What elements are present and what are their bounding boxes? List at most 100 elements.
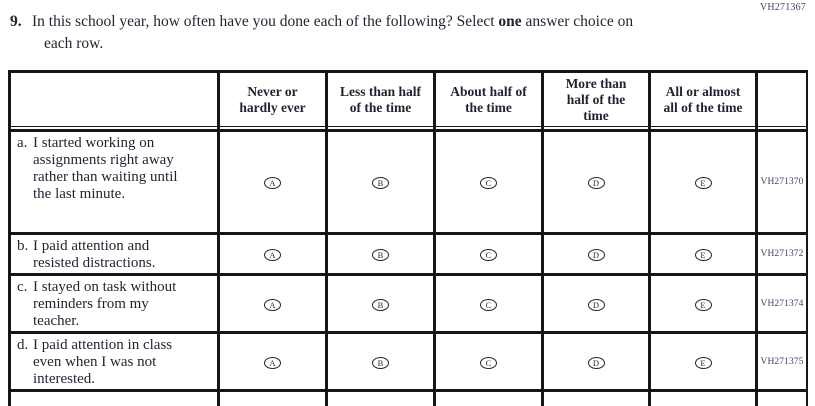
answer-bubble-a[interactable]: A xyxy=(264,356,281,369)
bubble-letter: A xyxy=(269,299,276,310)
column-header-4: All or almost all of the time xyxy=(648,70,758,127)
answer-cell: B xyxy=(325,331,436,392)
clipped-cell xyxy=(325,389,436,406)
column-header-1: Less than half of the time xyxy=(325,70,436,127)
bubble-letter: B xyxy=(377,250,384,260)
answer-bubble-d[interactable]: D xyxy=(587,356,605,369)
question-number: 9. xyxy=(10,13,22,30)
row-code: VH271370 xyxy=(755,129,808,235)
answer-bubble-d[interactable]: D xyxy=(587,177,605,189)
bubble-letter: D xyxy=(592,299,600,310)
table-row-clipped xyxy=(8,389,808,406)
divider-cell xyxy=(648,126,758,132)
answer-cell: D xyxy=(541,129,651,235)
answer-cell: C xyxy=(433,232,544,276)
answer-bubble-c[interactable]: C xyxy=(480,177,497,189)
bubble-letter: B xyxy=(377,178,384,188)
table-row-b: b. I paid attention and resisted distrac… xyxy=(8,232,808,276)
question-block: 9. In this school year, how often have y… xyxy=(10,11,646,55)
bubble-letter: D xyxy=(592,178,600,188)
bubble-letter: E xyxy=(700,357,706,368)
answer-cell: E xyxy=(648,232,758,276)
row-letter: a. xyxy=(17,135,28,151)
header-divider-row xyxy=(8,126,808,132)
row-statement: I stayed on task without reminders from … xyxy=(33,279,177,329)
answer-cell: C xyxy=(433,273,544,334)
clipped-cell xyxy=(648,389,758,406)
divider-cell xyxy=(8,126,220,132)
header-cell-empty xyxy=(8,70,220,127)
table-row-c: c. I stayed on task without reminders fr… xyxy=(8,273,808,334)
answer-cell: A xyxy=(217,331,328,392)
row-letter: b. xyxy=(17,238,29,254)
answer-bubble-c[interactable]: C xyxy=(480,249,497,261)
answer-cell: B xyxy=(325,129,436,235)
row-statement: I paid attention in class even when I wa… xyxy=(33,337,173,387)
matrix-table: Never or hardly ever Less than half of th… xyxy=(8,70,808,406)
row-letter: d. xyxy=(17,337,29,353)
answer-cell: D xyxy=(541,331,651,392)
bubble-letter: B xyxy=(377,357,384,368)
answer-cell: B xyxy=(325,232,436,276)
bubble-letter: E xyxy=(700,250,706,260)
answer-cell: A xyxy=(217,129,328,235)
answer-bubble-b[interactable]: B xyxy=(372,356,389,369)
document-code: VH271367 xyxy=(759,2,806,13)
column-header-2: About half of the time xyxy=(433,70,544,127)
bubble-letter: C xyxy=(485,178,492,188)
clipped-cell xyxy=(541,389,651,406)
answer-cell: D xyxy=(541,232,651,276)
answer-bubble-e[interactable]: E xyxy=(694,356,712,369)
bubble-letter: A xyxy=(269,357,276,368)
bubble-letter: C xyxy=(485,357,492,368)
column-header-0: Never or hardly ever xyxy=(217,70,328,127)
answer-bubble-d[interactable]: D xyxy=(587,249,605,261)
answer-bubble-a[interactable]: A xyxy=(264,298,281,311)
clipped-cell xyxy=(433,389,544,406)
header-row: Never or hardly ever Less than half of th… xyxy=(8,70,808,127)
row-statement: I paid attention and resisted distractio… xyxy=(33,238,156,271)
answer-bubble-b[interactable]: B xyxy=(372,177,389,189)
answer-bubble-e[interactable]: E xyxy=(694,298,712,311)
answer-bubble-e[interactable]: E xyxy=(694,249,712,261)
statement-cell: b. I paid attention and resisted distrac… xyxy=(8,232,220,276)
answer-bubble-d[interactable]: D xyxy=(587,298,605,311)
statement-cell: a. I started working on assignments righ… xyxy=(8,129,220,235)
table-row-a: a. I started working on assignments righ… xyxy=(8,129,808,235)
answer-cell: E xyxy=(648,273,758,334)
answer-cell: A xyxy=(217,232,328,276)
clipped-cell xyxy=(755,389,808,406)
statement-cell: d. I paid attention in class even when I… xyxy=(8,331,220,392)
question-text-start: In this school year, how often have you … xyxy=(32,13,499,30)
question-text-bold: one xyxy=(498,13,522,30)
answer-cell: D xyxy=(541,273,651,334)
table-body: a. I started working on assignments righ… xyxy=(8,129,808,406)
bubble-letter: C xyxy=(485,250,492,260)
row-code: VH271372 xyxy=(755,232,808,276)
question-text: In this school year, how often have you … xyxy=(32,11,646,55)
bubble-letter: A xyxy=(269,178,276,188)
bubble-letter: D xyxy=(592,357,600,368)
clipped-cell xyxy=(217,389,328,406)
matrix-table-container: Never or hardly ever Less than half of th… xyxy=(8,70,808,406)
answer-bubble-e[interactable]: E xyxy=(694,177,712,189)
divider-cell xyxy=(217,126,328,132)
answer-bubble-b[interactable]: B xyxy=(372,249,389,261)
bubble-letter: A xyxy=(269,250,276,260)
clipped-cell xyxy=(8,389,220,406)
answer-bubble-c[interactable]: C xyxy=(480,356,497,369)
answer-cell: B xyxy=(325,273,436,334)
answer-bubble-b[interactable]: B xyxy=(372,298,389,311)
answer-bubble-a[interactable]: A xyxy=(264,177,281,189)
row-code: VH271375 xyxy=(755,331,808,392)
divider-cell xyxy=(433,126,544,132)
row-statement: I started working on assignments right a… xyxy=(33,135,178,202)
answer-cell: A xyxy=(217,273,328,334)
question-text-end: answer choice on each row. xyxy=(44,13,634,52)
answer-bubble-a[interactable]: A xyxy=(264,249,281,261)
header-cell-code-empty xyxy=(755,70,808,127)
statement-cell: c. I stayed on task without reminders fr… xyxy=(8,273,220,334)
answer-bubble-c[interactable]: C xyxy=(480,298,497,311)
bubble-letter: B xyxy=(377,299,384,310)
bubble-letter: E xyxy=(700,178,706,188)
